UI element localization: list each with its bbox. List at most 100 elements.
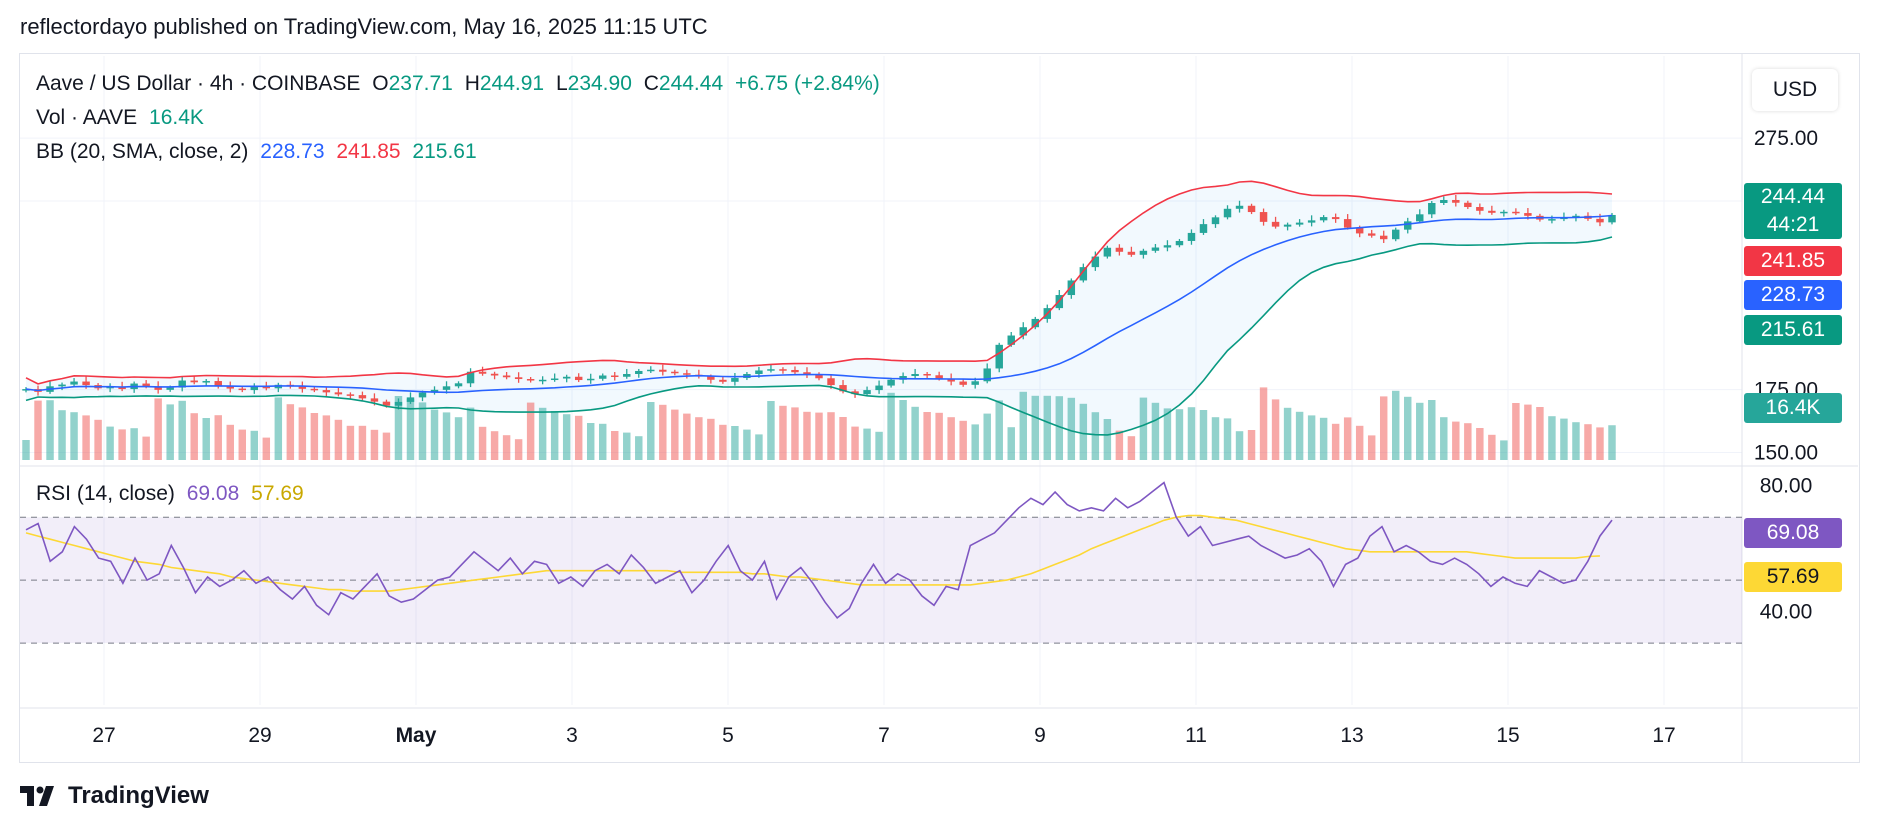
- candle-body: [1067, 280, 1076, 296]
- volume-bar: [154, 398, 162, 460]
- candle-body: [1392, 229, 1400, 240]
- volume-bar: [1031, 395, 1039, 460]
- volume-bar: [1115, 430, 1124, 460]
- date-tick-label: 5: [722, 724, 734, 747]
- candle-body: [731, 378, 739, 382]
- candle-body: [1235, 205, 1244, 209]
- volume-bar: [731, 426, 739, 460]
- candle-body: [1524, 213, 1532, 216]
- volume-bar: [1488, 434, 1496, 460]
- volume-bar: [370, 429, 379, 460]
- candle-body: [623, 373, 631, 377]
- currency-button[interactable]: USD: [1752, 69, 1838, 111]
- volume-bar: [1355, 425, 1364, 460]
- volume-bar: [382, 432, 391, 460]
- volume-bar: [707, 418, 715, 460]
- candle-body: [1355, 227, 1364, 234]
- rsi-tick-label: 80.00: [1760, 475, 1813, 498]
- symbol-legend: Aave / US Dollar · 4h · COINBASE O237.71…: [36, 72, 886, 96]
- volume-bar: [1247, 430, 1256, 460]
- candle-body: [1007, 335, 1015, 345]
- candle-body: [106, 386, 114, 389]
- candle-body: [178, 380, 186, 388]
- volume-bar: [82, 415, 90, 460]
- volume-bar: [851, 426, 859, 460]
- volume-bar: [550, 411, 559, 460]
- candle-body: [839, 385, 847, 392]
- rsi-tag: 69.08: [1744, 518, 1842, 548]
- candle-body: [358, 395, 367, 399]
- volume-bar: [22, 440, 30, 460]
- rsi-tick-label: 40.00: [1760, 601, 1813, 624]
- candle-body: [851, 391, 859, 395]
- basis-tag: 228.73: [1744, 280, 1842, 310]
- tradingview-logo[interactable]: TradingView: [20, 782, 209, 810]
- candle-body: [214, 381, 222, 387]
- candle-body: [1031, 318, 1039, 328]
- volume-bar: [442, 412, 451, 460]
- volume-bar: [1103, 419, 1112, 460]
- candle-body: [1428, 202, 1436, 215]
- volume-bar: [1440, 417, 1448, 460]
- volume-bar: [190, 413, 198, 460]
- volume-bar: [683, 413, 691, 460]
- rsi-ma-value: 57.69: [251, 482, 304, 505]
- volume-bar: [394, 396, 403, 460]
- candle-body: [58, 384, 66, 387]
- volume-bar: [298, 407, 307, 460]
- rsi-ma-line: [25, 514, 1600, 592]
- symbol-label: Aave / US Dollar · 4h · COINBASE: [36, 72, 361, 95]
- date-tick-label: 3: [566, 724, 578, 747]
- candle-body: [262, 386, 271, 389]
- candle-body: [1091, 256, 1100, 268]
- volume-bar: [1055, 396, 1064, 460]
- volume-bar: [1199, 410, 1208, 460]
- volume-bar: [815, 412, 823, 460]
- date-tick-label: 27: [92, 724, 115, 747]
- volume-bar: [1271, 399, 1280, 460]
- volume-bar: [118, 429, 126, 460]
- volume-bar: [1019, 391, 1027, 460]
- bollinger-lower-value: 215.61: [412, 140, 477, 163]
- candle-body: [310, 388, 319, 391]
- candle-body: [538, 379, 547, 382]
- lower-band-tag: 215.61: [1744, 315, 1842, 345]
- volume-bar: [142, 436, 150, 460]
- date-tick-label: 7: [878, 724, 890, 747]
- candle-body: [418, 392, 427, 398]
- volume-bar: [346, 425, 355, 460]
- candle-body: [82, 381, 90, 386]
- open-value: 237.71: [388, 72, 453, 95]
- volume-label: Vol · AAVE: [36, 106, 138, 129]
- candle-body: [911, 373, 919, 377]
- candle-body: [635, 370, 643, 374]
- candle-body: [719, 379, 727, 382]
- candle-body: [70, 381, 78, 385]
- volume-bar: [1067, 397, 1076, 460]
- date-tick-label: 17: [1652, 724, 1675, 747]
- volume-bar: [1536, 407, 1544, 460]
- bollinger-band-fill: [26, 181, 1612, 435]
- candle-body: [1115, 247, 1124, 252]
- candle-body: [190, 380, 198, 383]
- volume-bar: [863, 428, 871, 460]
- candle-body: [346, 394, 355, 396]
- volume-bar: [1343, 417, 1352, 460]
- candle-body: [502, 375, 511, 378]
- date-tick-label: 15: [1496, 724, 1519, 747]
- candle-body: [815, 374, 823, 379]
- volume-bar: [1560, 418, 1568, 460]
- volume-bar: [983, 413, 991, 460]
- date-tick-label: 9: [1034, 724, 1046, 747]
- candle-body: [238, 388, 246, 391]
- bollinger-lower-line: [25, 236, 1613, 436]
- candle-body: [671, 371, 679, 374]
- volume-bar: [466, 407, 475, 460]
- volume-bar: [1572, 422, 1580, 460]
- volume-bar: [647, 402, 655, 460]
- candle-body: [322, 390, 331, 393]
- volume-bar: [490, 431, 499, 460]
- volume-bar: [274, 397, 283, 460]
- candle-body: [382, 401, 391, 406]
